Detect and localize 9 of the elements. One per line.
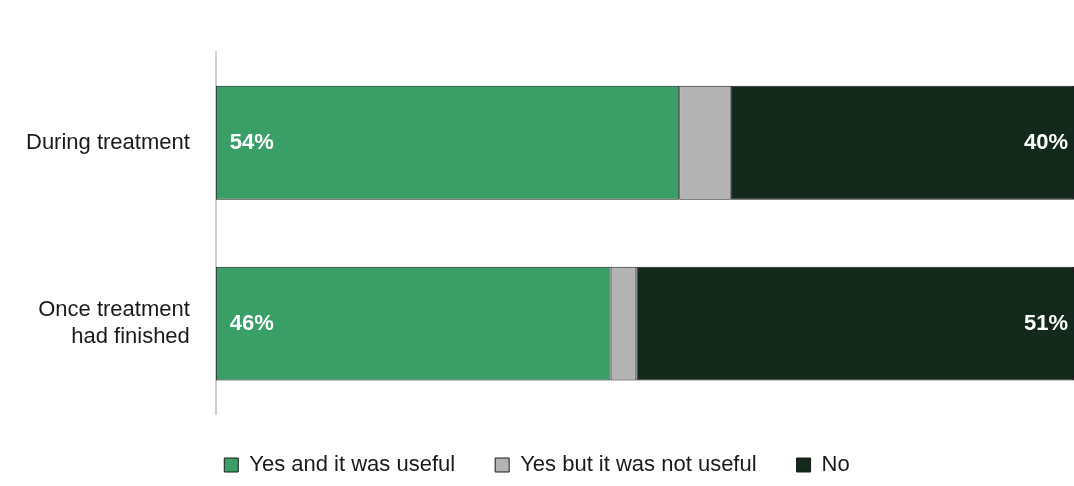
legend-label: No (821, 451, 850, 477)
data-label: 46% (229, 309, 274, 335)
data-label: 54% (229, 128, 274, 154)
legend-label: Yes and it was useful (249, 451, 456, 477)
data-label: 51% (1023, 309, 1068, 335)
data-label: 40% (1023, 128, 1068, 154)
y-tick-label: Once treatment had finished (38, 296, 190, 348)
y-tick-label: During treatment (25, 128, 190, 154)
legend-label: Yes but it was not useful (520, 451, 757, 477)
